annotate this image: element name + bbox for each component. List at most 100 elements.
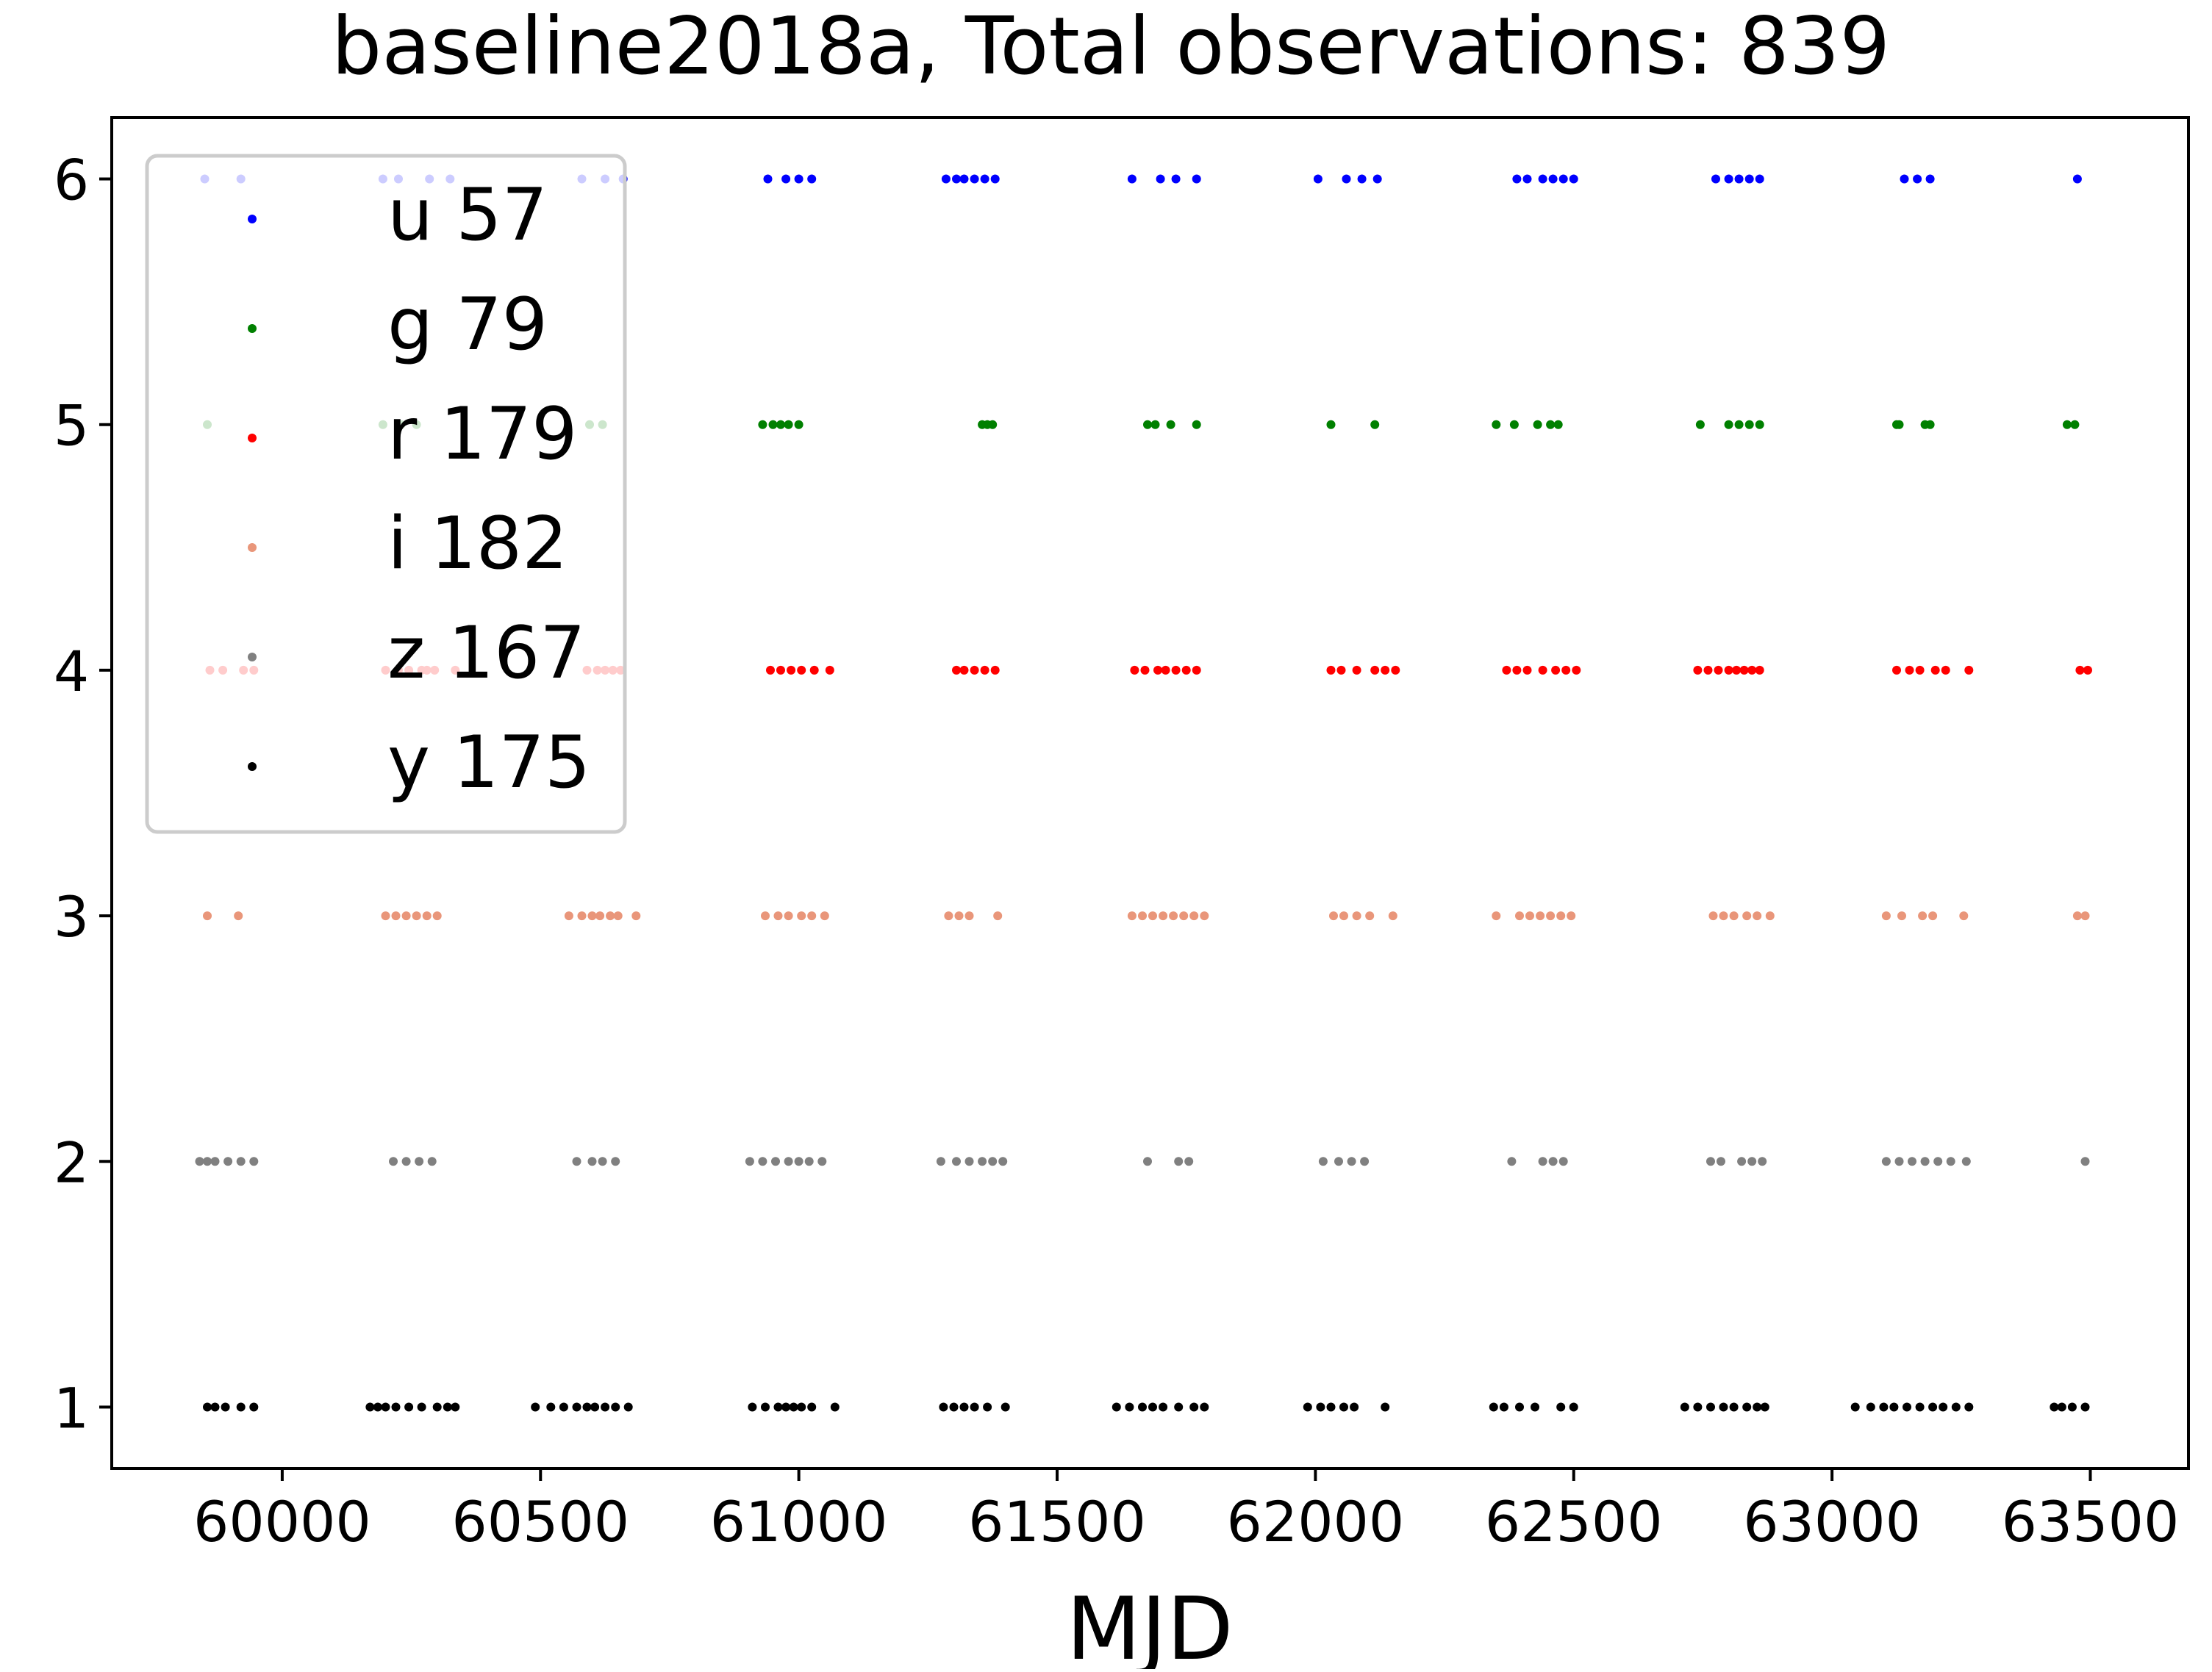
data-point-i [820, 911, 829, 921]
data-point-g [768, 420, 778, 429]
data-point-y [1001, 1402, 1010, 1412]
data-point-i [1719, 911, 1728, 921]
data-point-i [1918, 911, 1928, 921]
data-point-z [1717, 1157, 1725, 1166]
data-point-y [2080, 1402, 2090, 1412]
data-point-i [954, 911, 964, 921]
data-point-g [1553, 420, 1563, 429]
data-point-y [2050, 1402, 2059, 1412]
y-tick-label: 5 [54, 393, 89, 459]
data-point-r [766, 665, 775, 675]
data-point-i [1200, 911, 1209, 921]
data-point-z [1184, 1157, 1194, 1166]
data-point-y [1499, 1402, 1508, 1412]
data-point-r [1561, 665, 1571, 675]
data-point-i [1189, 911, 1199, 921]
data-point-z [1143, 1157, 1152, 1166]
data-point-i [1169, 911, 1178, 921]
data-point-i [613, 911, 623, 921]
x-tick-label: 62500 [1485, 1489, 1663, 1554]
data-point-y [1915, 1402, 1925, 1412]
data-point-r [797, 665, 806, 675]
data-point-g [1150, 420, 1160, 429]
data-point-y [1889, 1402, 1899, 1412]
x-tick-label: 61500 [968, 1489, 1146, 1554]
data-point-y [1753, 1402, 1762, 1412]
data-point-i [1881, 911, 1891, 921]
data-point-y [1200, 1402, 1209, 1412]
data-point-z [1737, 1157, 1747, 1166]
data-point-i [391, 911, 401, 921]
data-point-u [1342, 174, 1351, 184]
data-point-y [210, 1402, 220, 1412]
data-point-r [1381, 665, 1390, 675]
x-tick-label: 60000 [193, 1489, 371, 1554]
data-point-i [564, 911, 573, 921]
y-tick-label: 1 [54, 1375, 89, 1440]
data-point-y [236, 1402, 246, 1412]
data-point-r [1512, 665, 1522, 675]
data-point-y [373, 1402, 382, 1412]
data-point-y [391, 1402, 401, 1412]
data-point-r [1181, 665, 1191, 675]
data-point-r [1502, 665, 1511, 675]
data-point-y [939, 1402, 948, 1412]
data-point-y [1850, 1402, 1860, 1412]
data-point-u [1548, 174, 1558, 184]
data-point-i [401, 911, 411, 921]
data-point-i [381, 911, 390, 921]
data-point-y [1339, 1402, 1348, 1412]
data-point-i [773, 911, 783, 921]
data-point-z [1946, 1157, 1955, 1166]
data-point-i [1339, 911, 1348, 921]
data-point-z [210, 1157, 220, 1166]
data-point-z [195, 1157, 204, 1166]
data-point-r [1140, 665, 1150, 675]
data-point-z [1360, 1157, 1370, 1166]
data-point-i [807, 911, 817, 921]
data-point-r [952, 665, 961, 675]
data-point-y [2057, 1402, 2066, 1412]
data-point-r [1964, 665, 1974, 675]
data-point-z [758, 1157, 767, 1166]
data-point-i [1138, 911, 1147, 921]
legend-marker-r [248, 434, 257, 442]
data-point-u [1192, 174, 1201, 184]
data-point-z [598, 1157, 607, 1166]
data-point-y [404, 1402, 414, 1412]
data-point-y [1350, 1402, 1359, 1412]
legend-label-y: y 175 [387, 721, 590, 805]
data-point-y [970, 1402, 979, 1412]
plot-frame [110, 116, 2190, 1470]
data-point-y [203, 1402, 212, 1412]
data-point-z [1538, 1157, 1547, 1166]
data-point-r [1941, 665, 1950, 675]
data-point-i [412, 911, 421, 921]
data-point-y [781, 1402, 791, 1412]
legend-box [145, 154, 627, 834]
data-point-i [1515, 911, 1524, 921]
data-point-i [1492, 911, 1501, 921]
data-point-u [1900, 174, 1909, 184]
data-point-r [1915, 665, 1925, 675]
data-point-r [970, 665, 979, 675]
data-point-r [787, 665, 796, 675]
data-point-y [1706, 1402, 1715, 1412]
data-point-z [1507, 1157, 1517, 1166]
data-point-z [804, 1157, 814, 1166]
data-point-y [748, 1402, 757, 1412]
data-point-z [415, 1157, 424, 1166]
data-point-y [1303, 1402, 1312, 1412]
data-point-i [1708, 911, 1718, 921]
data-point-u [1522, 174, 1532, 184]
legend-label-g: g 79 [387, 283, 548, 367]
data-point-r [1391, 665, 1400, 675]
data-point-g [794, 420, 803, 429]
data-point-g [1533, 420, 1542, 429]
data-point-z [1347, 1157, 1356, 1166]
data-point-u [781, 174, 791, 184]
data-point-r [1538, 665, 1547, 675]
data-point-r [2083, 665, 2092, 675]
data-point-r [1192, 665, 1201, 675]
data-point-r [825, 665, 834, 675]
